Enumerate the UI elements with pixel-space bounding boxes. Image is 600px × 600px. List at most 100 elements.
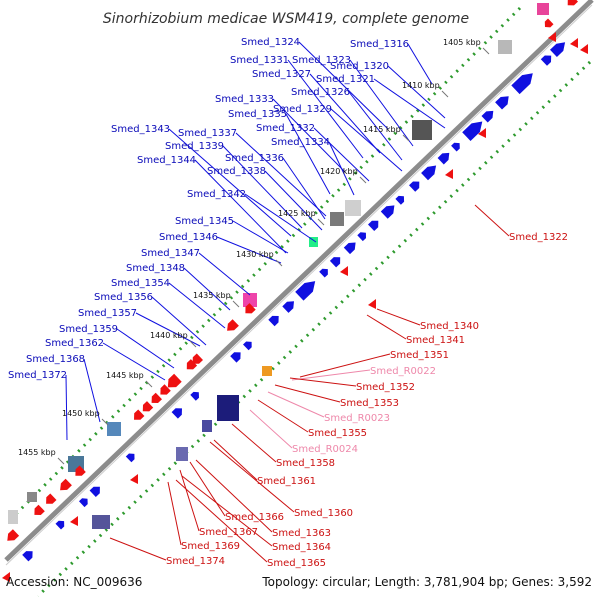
gene-label-smed-1360[interactable]: Smed_1360: [209, 441, 353, 519]
forward-gene-arrow[interactable]: [22, 551, 33, 562]
gene-label-smed-1324[interactable]: Smed_1324: [241, 37, 389, 130]
forward-gene-arrow[interactable]: [282, 301, 294, 313]
gene-label-smed-r0024[interactable]: Smed_R0024: [249, 409, 358, 455]
gene-label-smed-1354[interactable]: Smed_1354: [111, 278, 226, 329]
reverse-gene-marker[interactable]: [570, 38, 578, 48]
gene-label-smed-1334[interactable]: Smed_1334: [271, 137, 355, 196]
gene-label-smed-1316[interactable]: Smed_1316: [350, 39, 433, 85]
gene-label-smed-1343[interactable]: Smed_1343: [111, 124, 292, 237]
gene-label-smed-1339[interactable]: Smed_1339: [165, 141, 303, 229]
gene-label-smed-1357[interactable]: Smed_1357: [78, 308, 201, 347]
forward-gene-arrow[interactable]: [540, 55, 552, 66]
forward-gene-arrow[interactable]: [395, 195, 405, 205]
forward-gene-arrow[interactable]: [409, 181, 420, 192]
gene-label-smed-1359[interactable]: Smed_1359: [59, 324, 175, 369]
reverse-gene-arrow[interactable]: [134, 409, 145, 420]
reverse-gene-marker[interactable]: [130, 474, 138, 484]
reverse-gene-marker[interactable]: [2, 572, 10, 582]
forward-gene-arrow[interactable]: [368, 220, 379, 231]
gene-label-smed-1321[interactable]: Smed_1321: [316, 74, 446, 129]
forward-gene-arrow[interactable]: [319, 268, 328, 278]
reverse-gene-arrow[interactable]: [151, 392, 162, 403]
gene-label-smed-1374[interactable]: Smed_1374: [109, 537, 225, 567]
gene-label-smed-1338[interactable]: Smed_1338: [207, 166, 323, 231]
gene-label-smed-1336[interactable]: Smed_1336: [225, 153, 326, 220]
gene-label-smed-1320[interactable]: Smed_1320: [330, 61, 446, 119]
gene-label-smed-1346[interactable]: Smed_1346: [159, 232, 282, 264]
forward-gene-arrow[interactable]: [190, 391, 199, 401]
gene-label-smed-1368[interactable]: Smed_1368: [26, 354, 101, 423]
reverse-gene-arrow[interactable]: [34, 504, 45, 515]
gene-label-smed-1364[interactable]: Smed_1364: [181, 475, 331, 553]
gene-label-smed-1323[interactable]: Smed_1323: [292, 55, 414, 147]
reverse-gene-arrow[interactable]: [160, 384, 171, 395]
reverse-gene-arrow[interactable]: [567, 0, 578, 6]
forward-gene-arrow[interactable]: [230, 352, 241, 363]
gene-label-smed-1363[interactable]: Smed_1363: [195, 459, 331, 539]
forward-gene-arrow[interactable]: [329, 257, 341, 268]
gene-label-smed-1332[interactable]: Smed_1332: [256, 123, 370, 182]
forward-gene-arrow[interactable]: [495, 96, 509, 110]
reverse-gene-arrow[interactable]: [227, 319, 239, 331]
gene-label-smed-1335[interactable]: Smed_1335: [228, 109, 331, 195]
gene-label-smed-1327[interactable]: Smed_1327: [252, 69, 381, 154]
forward-gene-arrow[interactable]: [462, 121, 483, 142]
reverse-gene-marker[interactable]: [478, 128, 486, 138]
gene-label-smed-1340[interactable]: Smed_1340: [376, 308, 479, 332]
gene-label-smed-1347[interactable]: Smed_1347: [141, 248, 251, 296]
gene-label-smed-1326[interactable]: Smed_1326: [291, 87, 403, 161]
gene-label-smed-1353[interactable]: Smed_1353: [274, 384, 399, 409]
reverse-gene-marker[interactable]: [548, 32, 556, 42]
reverse-gene-arrow[interactable]: [75, 465, 86, 476]
gene-label-smed-1352[interactable]: Smed_1352: [289, 377, 415, 393]
forward-gene-arrow[interactable]: [511, 73, 533, 95]
reverse-gene-arrow[interactable]: [46, 493, 57, 504]
forward-gene-arrow[interactable]: [421, 165, 437, 181]
reverse-gene-arrow[interactable]: [60, 478, 72, 491]
forward-gene-arrow[interactable]: [343, 242, 356, 255]
gene-label-smed-1337[interactable]: Smed_1337: [178, 128, 327, 217]
gene-label-smed-1358[interactable]: Smed_1358: [231, 423, 335, 469]
gene-label-smed-1329[interactable]: Smed_1329: [273, 104, 403, 172]
forward-gene-arrow[interactable]: [125, 453, 135, 463]
reverse-gene-arrow[interactable]: [186, 359, 198, 370]
reverse-gene-arrow[interactable]: [167, 373, 182, 388]
gene-label-smed-1366[interactable]: Smed_1366: [189, 461, 284, 523]
forward-gene-arrow[interactable]: [437, 152, 450, 165]
forward-gene-arrow[interactable]: [451, 142, 460, 152]
gene-label-smed-1322[interactable]: Smed_1322: [474, 204, 568, 243]
reverse-gene-arrow[interactable]: [245, 303, 256, 314]
gene-label-smed-1345[interactable]: Smed_1345: [175, 216, 289, 254]
gene-label-smed-1369[interactable]: Smed_1369: [167, 481, 240, 552]
forward-gene-arrow[interactable]: [171, 408, 182, 419]
gene-label-smed-r0022[interactable]: Smed_R0022: [291, 366, 436, 381]
reverse-gene-marker[interactable]: [70, 516, 78, 526]
reverse-gene-arrow[interactable]: [544, 18, 554, 28]
gene-label-smed-1344[interactable]: Smed_1344: [137, 155, 287, 254]
forward-gene-arrow[interactable]: [481, 110, 494, 123]
forward-gene-arrow[interactable]: [89, 486, 100, 497]
gene-label-smed-1372[interactable]: Smed_1372: [8, 370, 68, 441]
gene-label-smed-1355[interactable]: Smed_1355: [257, 399, 367, 439]
gene-label-smed-1348[interactable]: Smed_1348: [126, 263, 231, 311]
reverse-gene-marker[interactable]: [368, 299, 376, 309]
gene-label-smed-1365[interactable]: Smed_1365: [175, 479, 326, 569]
reverse-gene-marker[interactable]: [445, 169, 453, 179]
gene-label-smed-1341[interactable]: Smed_1341: [366, 314, 465, 346]
reverse-gene-arrow[interactable]: [142, 401, 154, 412]
forward-gene-arrow[interactable]: [357, 232, 366, 242]
reverse-gene-marker[interactable]: [340, 266, 348, 276]
forward-gene-arrow[interactable]: [55, 520, 65, 530]
gene-label-smed-1333[interactable]: Smed_1333: [215, 94, 346, 173]
forward-gene-arrow[interactable]: [243, 341, 252, 351]
gene-label-smed-r0023[interactable]: Smed_R0023: [267, 391, 390, 424]
gene-label-smed-1356[interactable]: Smed_1356: [94, 292, 207, 346]
gene-label-smed-1367[interactable]: Smed_1367: [179, 469, 258, 538]
forward-gene-arrow[interactable]: [295, 281, 316, 301]
gene-label-smed-1351[interactable]: Smed_1351: [299, 350, 449, 378]
forward-gene-arrow[interactable]: [79, 498, 88, 508]
gene-label-smed-1331[interactable]: Smed_1331: [230, 55, 364, 159]
forward-gene-arrow[interactable]: [268, 315, 279, 327]
gene-label-smed-1362[interactable]: Smed_1362: [45, 338, 166, 381]
gene-label-smed-1342[interactable]: Smed_1342: [187, 189, 317, 243]
